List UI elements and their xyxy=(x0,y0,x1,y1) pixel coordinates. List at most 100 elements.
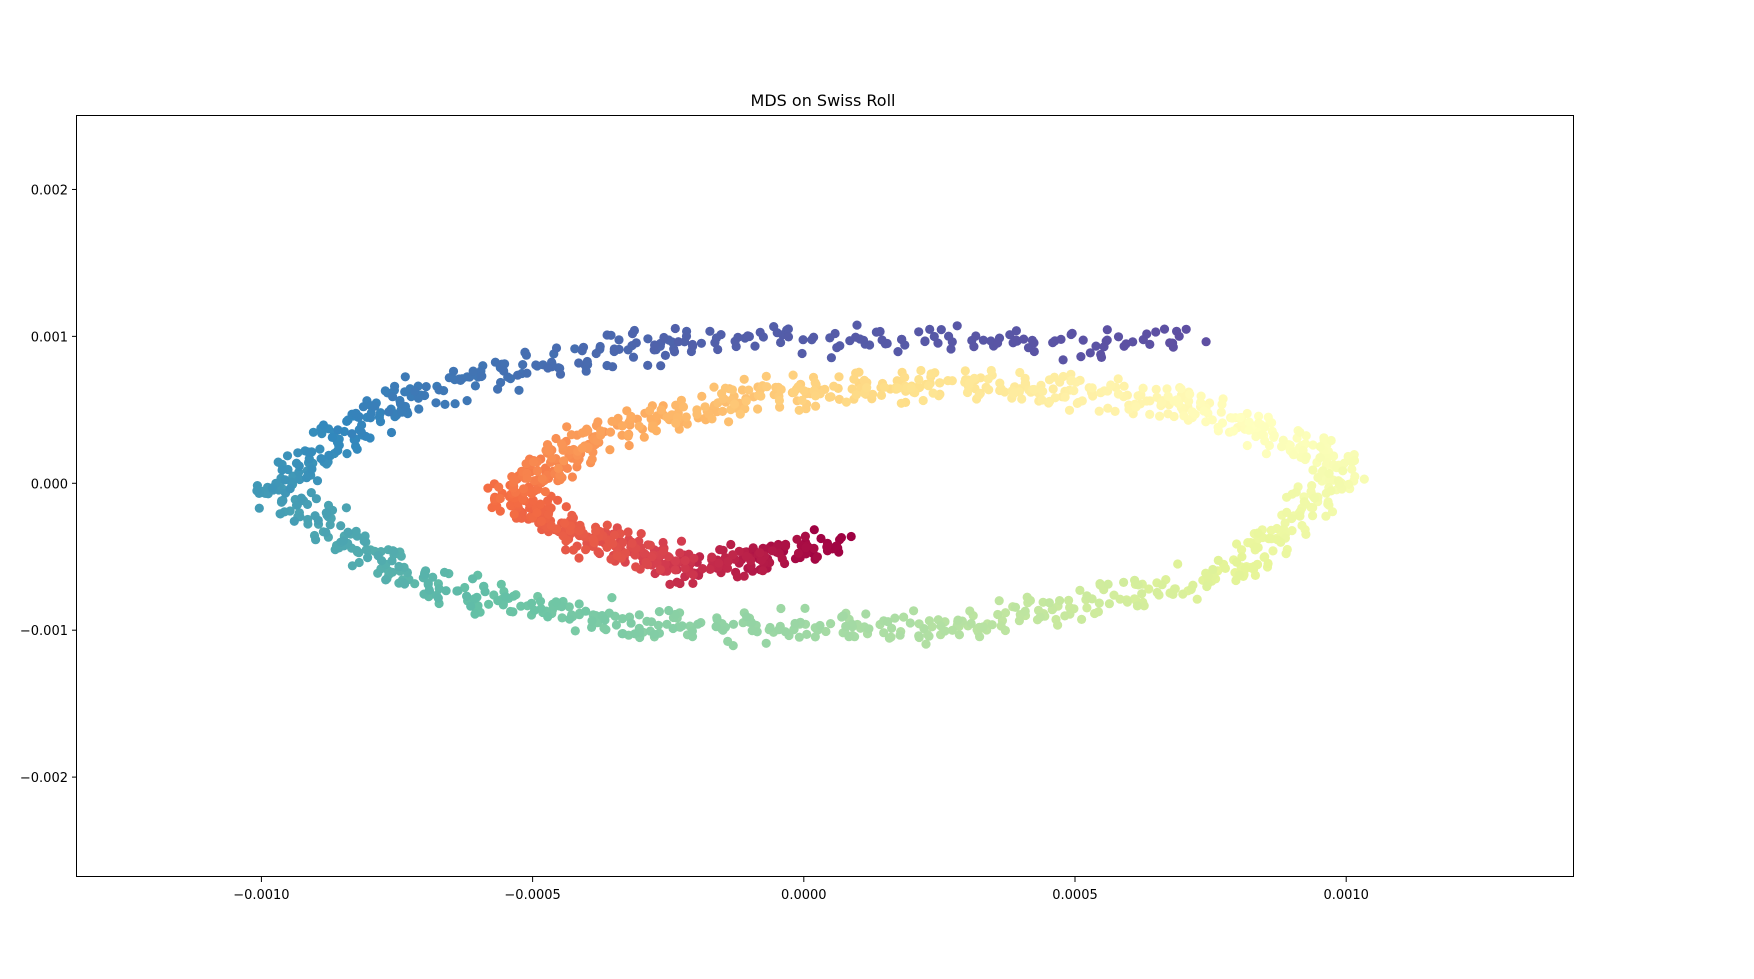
scatter-point xyxy=(801,549,811,559)
scatter-point xyxy=(854,367,864,377)
scatter-point xyxy=(1307,481,1317,491)
scatter-point xyxy=(705,326,715,336)
x-axis: −0.0010 −0.0005 0.0000 0.0005 0.0010 xyxy=(233,877,1369,903)
scatter-point xyxy=(562,463,573,473)
scatter-point xyxy=(1119,577,1129,588)
scatter-point xyxy=(643,334,653,344)
scatter-point xyxy=(466,601,476,611)
scatter-point xyxy=(1130,575,1140,585)
scatter-point xyxy=(905,618,915,628)
scatter-point xyxy=(357,420,367,430)
scatter-point xyxy=(1017,394,1027,404)
scatter-point xyxy=(543,363,553,373)
scatter-point xyxy=(1151,327,1161,337)
scatter-point xyxy=(631,562,641,572)
scatter-point xyxy=(1038,386,1048,396)
scatter-point xyxy=(559,518,570,528)
scatter-point xyxy=(987,620,997,630)
scatter-point xyxy=(1162,384,1172,394)
scatter-point xyxy=(275,509,285,519)
scatter-point xyxy=(954,630,965,640)
scatter-point xyxy=(692,409,702,419)
scatter-point xyxy=(468,366,478,376)
scatter-point xyxy=(602,330,612,340)
scatter-point xyxy=(659,546,669,556)
scatter-point xyxy=(846,531,856,542)
scatter-point xyxy=(630,629,640,639)
scatter-point xyxy=(1145,396,1155,406)
scatter-point xyxy=(1319,433,1329,443)
scatter-point xyxy=(1326,435,1336,446)
scatter-point xyxy=(1301,529,1311,540)
scatter-point xyxy=(1263,558,1273,569)
chart-title: MDS on Swiss Roll xyxy=(751,91,896,110)
scatter-point xyxy=(914,374,924,385)
scatter-point xyxy=(1309,493,1320,503)
scatter-point xyxy=(540,487,550,497)
scatter-point xyxy=(1220,563,1230,574)
scatter-point xyxy=(611,620,622,630)
scatter-point xyxy=(420,390,430,401)
scatter-point xyxy=(943,376,953,386)
scatter-point xyxy=(665,579,675,590)
scatter-point xyxy=(1037,395,1047,405)
scatter-point xyxy=(670,323,680,334)
scatter-point xyxy=(324,450,334,460)
scatter-point xyxy=(1178,589,1188,599)
scatter-point xyxy=(521,459,531,469)
scatter-point xyxy=(710,338,720,348)
scatter-point xyxy=(624,440,634,451)
scatter-point xyxy=(532,508,542,518)
scatter-point xyxy=(570,344,580,354)
scatter-point xyxy=(591,348,601,359)
scatter-point xyxy=(919,624,929,634)
scatter-point xyxy=(315,444,325,454)
scatter-point xyxy=(1213,422,1223,432)
scatter-point xyxy=(1142,329,1152,339)
scatter-point xyxy=(852,320,862,330)
scatter-point xyxy=(1338,466,1348,476)
scatter-point xyxy=(1235,413,1245,423)
scatter-point xyxy=(726,539,736,550)
scatter-point xyxy=(758,566,768,576)
scatter-point xyxy=(514,385,524,395)
scatter-point xyxy=(713,344,723,355)
scatter-point xyxy=(388,392,398,402)
scatter-point xyxy=(567,510,577,520)
scatter-point xyxy=(1272,535,1282,545)
scatter-point xyxy=(896,398,906,408)
scatter-point xyxy=(1282,492,1292,502)
scatter-point xyxy=(1289,450,1299,460)
scatter-point xyxy=(821,626,831,637)
scatter-point xyxy=(673,337,684,347)
scatter-point xyxy=(826,619,836,629)
scatter-point xyxy=(1323,499,1333,509)
x-tick-label: −0.0010 xyxy=(233,888,289,903)
scatter-point xyxy=(1326,486,1336,496)
scatter-point xyxy=(1075,585,1085,596)
scatter-point xyxy=(670,565,680,575)
scatter-point xyxy=(593,417,603,427)
scatter-point xyxy=(1295,427,1305,437)
scatter-point xyxy=(1267,418,1277,428)
scatter-point xyxy=(1029,338,1039,348)
scatter-point xyxy=(801,543,811,553)
scatter-point xyxy=(655,565,666,575)
scatter-point xyxy=(312,476,323,486)
scatter-point xyxy=(1179,411,1189,421)
scatter-point xyxy=(605,445,615,455)
scatter-point xyxy=(468,574,478,584)
scatter-point xyxy=(1094,406,1104,416)
scatter-point xyxy=(1195,397,1206,408)
scatter-point xyxy=(381,575,391,585)
scatter-point xyxy=(822,542,832,552)
scatter-point xyxy=(587,616,597,626)
scatter-point xyxy=(718,625,728,635)
scatter-point xyxy=(1076,352,1086,362)
scatter-point xyxy=(1019,334,1029,344)
scatter-point xyxy=(1173,559,1183,569)
scatter-point xyxy=(636,529,646,539)
scatter-point xyxy=(1104,599,1114,609)
scatter-point xyxy=(1093,607,1103,617)
scatter-point xyxy=(626,411,636,421)
